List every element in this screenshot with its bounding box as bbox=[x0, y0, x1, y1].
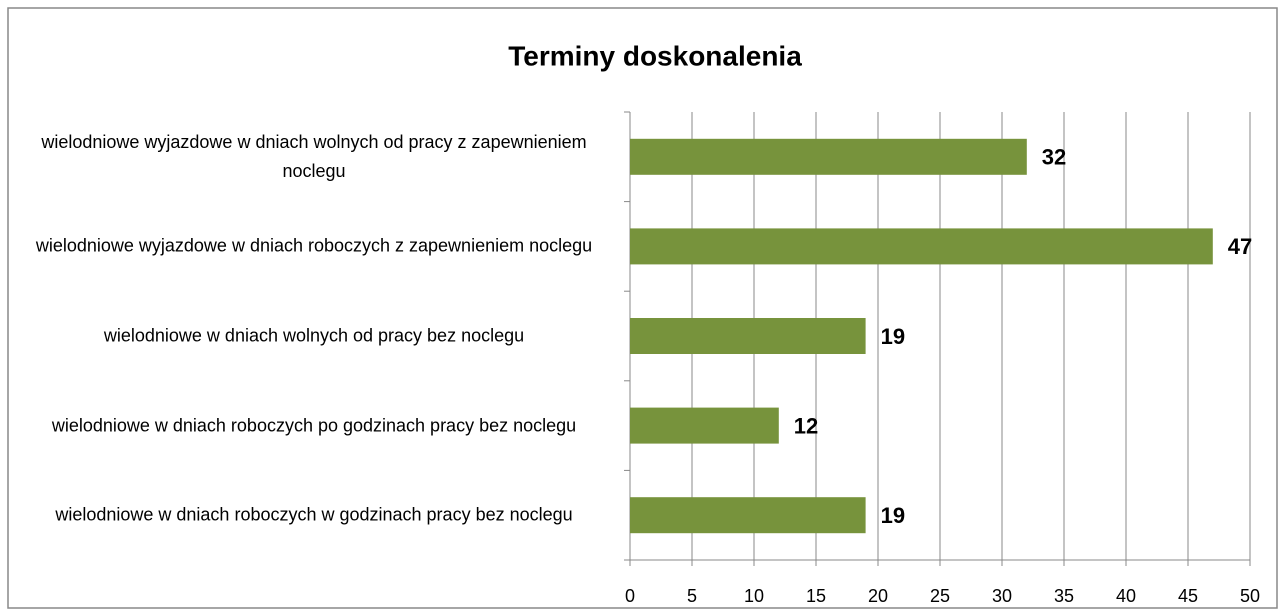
x-tick-label: 10 bbox=[744, 586, 764, 606]
x-tick-label: 0 bbox=[625, 586, 635, 606]
value-label: 32 bbox=[1042, 145, 1066, 170]
x-tick-label: 35 bbox=[1054, 586, 1074, 606]
x-tick-label: 50 bbox=[1240, 586, 1260, 606]
x-tick-label: 20 bbox=[868, 586, 888, 606]
bar bbox=[630, 407, 779, 444]
x-tick-label: 5 bbox=[687, 586, 697, 606]
chart-title: Terminy doskonalenia bbox=[508, 40, 802, 71]
x-tick-label: 40 bbox=[1116, 586, 1136, 606]
y-tick-label: wielodniowe wyjazdowe w dniach wolnych o… bbox=[41, 131, 587, 181]
x-tick-label: 45 bbox=[1178, 586, 1198, 606]
x-tick-label: 30 bbox=[992, 586, 1012, 606]
x-tick-label: 25 bbox=[930, 586, 950, 606]
value-label: 12 bbox=[794, 413, 818, 438]
y-tick-label: wielodniowe wyjazdowe w dniach roboczych… bbox=[35, 235, 593, 256]
value-label: 19 bbox=[881, 324, 905, 349]
bar bbox=[630, 497, 866, 534]
bar bbox=[630, 138, 1027, 175]
y-tick-label: wielodniowe w dniach wolnych od pracy be… bbox=[103, 325, 525, 346]
value-label: 47 bbox=[1228, 234, 1252, 259]
value-label: 19 bbox=[881, 503, 905, 528]
x-tick-label: 15 bbox=[806, 586, 826, 606]
bar bbox=[630, 318, 866, 354]
y-tick-label: wielodniowe w dniach roboczych w godzina… bbox=[55, 504, 573, 525]
bar bbox=[630, 228, 1213, 265]
y-tick-label: wielodniowe w dniach roboczych po godzin… bbox=[51, 415, 577, 436]
